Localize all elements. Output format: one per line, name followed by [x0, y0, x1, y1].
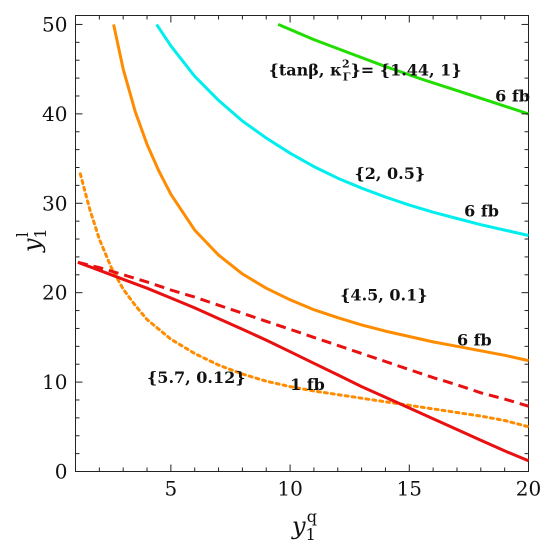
- y-axis-label: y1l: [13, 228, 50, 253]
- x-tick-label: 15: [397, 477, 422, 501]
- ticks-group: 5 10 15 20 0 10 20 30 40 50: [42, 12, 540, 500]
- curve-annotation: {5.7, 0.12}: [147, 368, 246, 387]
- curve-annotation: {tanβ, κ2 Γ}= {1.44, 1}: [269, 57, 462, 83]
- y-tick-label: 30: [42, 191, 67, 215]
- y-tick-label: 10: [42, 370, 67, 394]
- curve-annotation: 1 fb: [290, 375, 325, 394]
- annotation-group: {tanβ, κ2 Γ}= {1.44, 1} 6 fb {2, 0.5} 6 fb {4…: [147, 57, 530, 394]
- curve-annotation: {4.5, 0.1}: [340, 286, 427, 305]
- series-line-1: [277, 23, 529, 116]
- x-axis-label: y1q: [291, 507, 317, 542]
- curve-annotation: 6 fb: [464, 202, 499, 221]
- x-tick-label: 10: [277, 477, 302, 501]
- curve-annotation: 6 fb: [457, 330, 492, 349]
- series-line-3: [112, 24, 529, 363]
- y-tick-label: 50: [42, 12, 67, 36]
- x-tick-label: 20: [516, 477, 540, 501]
- y-tick-label: 40: [42, 102, 67, 126]
- series-line-6: [77, 260, 530, 463]
- plot-frame: [75, 15, 529, 472]
- y-tick-label: 20: [42, 281, 67, 305]
- curves-group: [77, 23, 530, 463]
- y-tick-label: 0: [55, 460, 68, 484]
- series-line-2: [155, 23, 529, 237]
- x-tick-label: 5: [165, 477, 178, 501]
- series-line-4: [78, 172, 530, 429]
- curve-annotation: 6 fb: [495, 86, 530, 105]
- curve-annotation: {2, 0.5}: [354, 164, 425, 183]
